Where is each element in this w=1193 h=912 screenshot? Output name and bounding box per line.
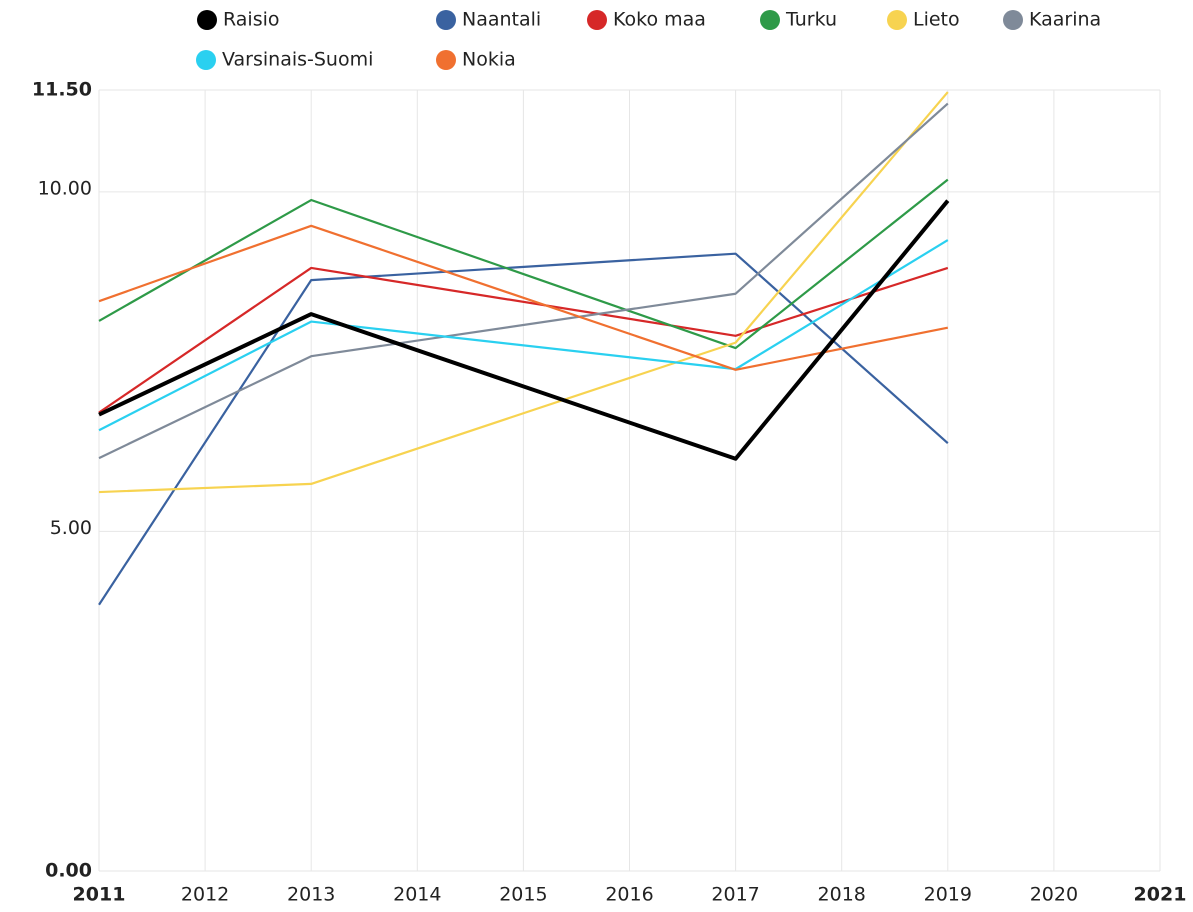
x-tick-label: 2013	[287, 884, 335, 906]
legend-label: Nokia	[462, 49, 516, 71]
legend-label: Koko maa	[613, 9, 706, 31]
x-tick-label: 2018	[818, 884, 866, 906]
x-tick-label: 2020	[1030, 884, 1078, 906]
x-tick-label: 2015	[499, 884, 547, 906]
legend-label: Lieto	[913, 9, 960, 31]
legend-marker	[196, 50, 216, 70]
x-tick-label: 2016	[605, 884, 653, 906]
legend-marker	[760, 10, 780, 30]
legend-label: Varsinais-Suomi	[222, 49, 373, 71]
y-tick-label: 10.00	[38, 177, 92, 199]
y-tick-label: 5.00	[50, 517, 92, 539]
series-line	[98, 178, 949, 350]
x-tick-label: 2012	[181, 884, 229, 906]
x-tick-label: 2021	[1134, 884, 1187, 906]
x-tick-label: 2011	[73, 884, 126, 906]
x-tick-label: 2019	[924, 884, 972, 906]
legend-marker	[1003, 10, 1023, 30]
x-tick-label: 2017	[711, 884, 759, 906]
series-line	[98, 102, 949, 460]
legend-label: Kaarina	[1029, 9, 1101, 31]
legend-marker	[887, 10, 907, 30]
x-tick-label: 2014	[393, 884, 441, 906]
legend-label: Naantali	[462, 9, 541, 31]
legend-marker	[197, 10, 217, 30]
y-tick-label: 11.50	[32, 79, 92, 101]
y-tick-label: 0.00	[45, 860, 92, 882]
series-line	[98, 199, 950, 461]
legend-label: Raisio	[223, 9, 280, 31]
legend-marker	[436, 50, 456, 70]
legend-marker	[587, 10, 607, 30]
series-line	[98, 266, 949, 414]
series-line	[98, 224, 949, 371]
legend-label: Turku	[785, 9, 837, 31]
series-line	[98, 239, 949, 432]
legend-marker	[436, 10, 456, 30]
series-line	[98, 91, 949, 494]
